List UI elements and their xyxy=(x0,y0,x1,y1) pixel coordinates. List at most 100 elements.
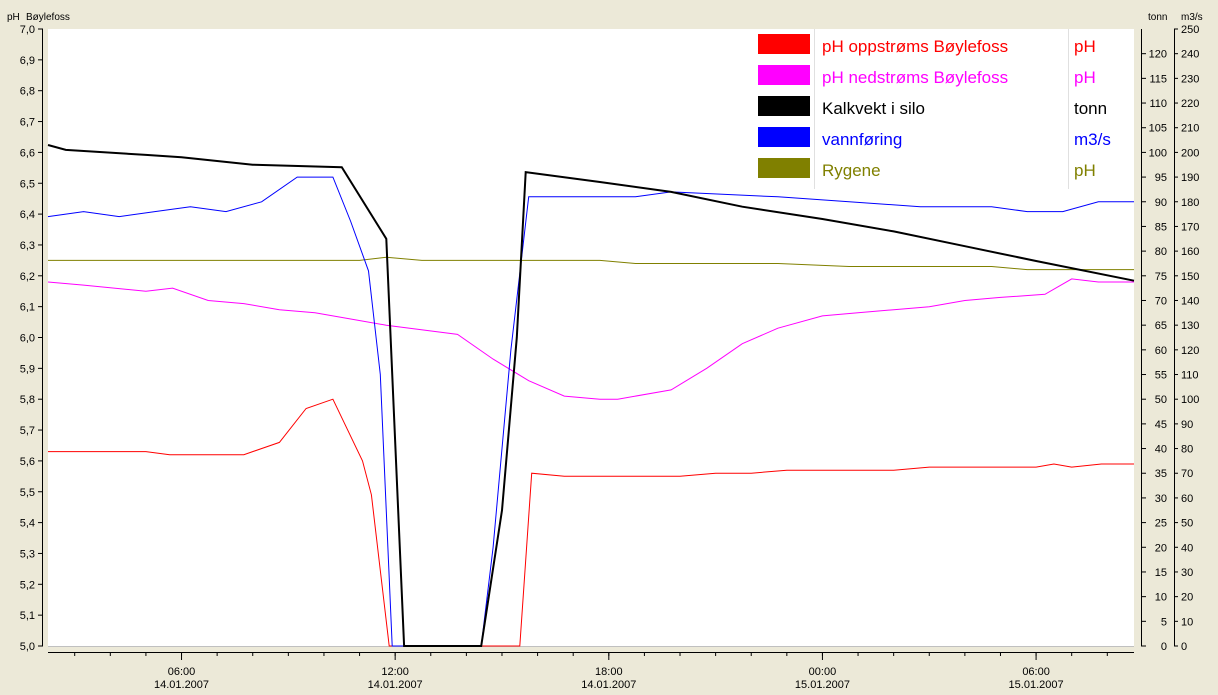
right-axis-m3s-tick-label: 200 xyxy=(1181,147,1199,159)
legend-unit-1: pH xyxy=(1074,37,1096,56)
right-axis-tonn-tick-label: 75 xyxy=(1155,271,1167,283)
right-axis-unit-tonn: tonn xyxy=(1148,12,1167,23)
left-axis-tick-label: 5,5 xyxy=(20,487,35,499)
legend-unit-4: m3/s xyxy=(1074,130,1111,149)
right-axis-m3s-tick-label: 0 xyxy=(1181,641,1187,653)
right-axis-tonn-tick-label: 65 xyxy=(1155,320,1167,332)
x-axis-tick-time: 18:00 xyxy=(595,666,623,678)
right-axis-m3s-tick-label: 80 xyxy=(1181,444,1193,456)
right-axis-m3s-tick-label: 50 xyxy=(1181,518,1193,530)
legend-box xyxy=(754,29,1134,189)
left-axis-tick-label: 5,0 xyxy=(20,641,35,653)
legend: pH oppstrøms Bøylefoss pH pH nedstrøms Bøy… xyxy=(754,29,1134,189)
left-axis-tick-label: 5,6 xyxy=(20,456,35,468)
right-axis-tonn-tick-label: 110 xyxy=(1149,98,1167,110)
x-axis: 06:0014.01.200712:0014.01.200718:0014.01… xyxy=(48,652,1134,691)
right-axis-tonn-tick-label: 85 xyxy=(1155,221,1167,233)
left-axis-tick-label: 6,0 xyxy=(20,333,35,345)
right-axis-tonn-tick-label: 50 xyxy=(1155,394,1167,406)
legend-unit-3: tonn xyxy=(1074,99,1107,118)
legend-label-5: Rygene xyxy=(822,161,881,180)
left-axis-tick-label: 5,1 xyxy=(20,610,35,622)
left-axis-tick-label: 6,1 xyxy=(20,302,35,314)
left-axis-tick-label: 5,2 xyxy=(20,579,35,591)
right-axis-tonn: 0 5 10 15 20 25 30 35 40 45 50 55 60 65 70 75 80 85 90 95 10… xyxy=(1141,29,1167,653)
right-axis-tonn-tick-label: 15 xyxy=(1155,567,1167,579)
right-axis-tonn-tick-label: 5 xyxy=(1161,616,1167,628)
right-axis-tonn-tick-label: 120 xyxy=(1149,49,1167,61)
left-axis-tick-label: 6,2 xyxy=(20,271,35,283)
right-axis-m3s: 0 10 20 30 40 50 60 70 80 90 100 110 120 130 140 150 160… xyxy=(1174,24,1199,653)
right-axis-m3s-tick-label: 210 xyxy=(1181,123,1199,135)
right-axis-tonn-tick-label: 55 xyxy=(1155,370,1167,382)
right-axis-tonn-tick-label: 35 xyxy=(1155,468,1167,480)
left-axis: 5,0 5,1 5,2 5,3 5,4 5,5 5,6 5,7 5,8 5,9 6,0 6,1 6,2 6… xyxy=(20,24,43,653)
left-axis-tick-label: 6,5 xyxy=(20,178,35,190)
right-axis-tonn-tick-label: 70 xyxy=(1155,295,1167,307)
x-axis-tick-date: 14.01.2007 xyxy=(581,679,636,691)
right-axis-m3s-tick-label: 170 xyxy=(1181,221,1199,233)
right-axis-m3s-tick-label: 150 xyxy=(1181,271,1199,283)
right-axis-tonn-tick-label: 95 xyxy=(1155,172,1167,184)
legend-swatch-4 xyxy=(758,127,810,147)
x-axis-tick-date: 15.01.2007 xyxy=(1009,679,1064,691)
series-line-1 xyxy=(48,398,1134,647)
right-axis-m3s-tick-label: 110 xyxy=(1181,370,1199,382)
x-axis-tick-date: 14.01.2007 xyxy=(154,679,209,691)
right-axis-m3s-tick-label: 90 xyxy=(1181,419,1193,431)
series-line-3 xyxy=(47,144,1135,647)
legend-label-3: Kalkvekt i silo xyxy=(822,99,925,118)
left-axis-tick-label: 6,9 xyxy=(20,55,35,67)
right-axis-m3s-tick-label: 230 xyxy=(1181,73,1199,85)
left-axis-tick-label: 7,0 xyxy=(20,24,35,36)
right-axis-m3s-tick-label: 180 xyxy=(1181,197,1199,209)
right-axis-m3s-tick-label: 30 xyxy=(1181,567,1193,579)
legend-label-4: vannføring xyxy=(822,130,902,149)
right-axis-tonn-tick-label: 30 xyxy=(1155,493,1167,505)
right-axis-m3s-tick-label: 120 xyxy=(1181,345,1199,357)
series-line-2 xyxy=(47,278,1134,400)
right-axis-tonn-tick-label: 105 xyxy=(1149,123,1167,135)
series-lines xyxy=(47,144,1135,647)
right-axis-m3s-tick-label: 70 xyxy=(1181,468,1193,480)
left-axis-tick-label: 6,4 xyxy=(20,209,35,221)
left-axis-tick-label: 6,3 xyxy=(20,240,35,252)
right-axis-tonn-tick-label: 90 xyxy=(1155,197,1167,209)
legend-swatch-1 xyxy=(758,34,810,54)
right-axis-m3s-tick-label: 40 xyxy=(1181,542,1193,554)
left-axis-tick-label: 6,7 xyxy=(20,117,35,129)
left-axis-tick-label: 5,7 xyxy=(20,425,35,437)
right-axis-m3s-tick-label: 240 xyxy=(1181,49,1199,61)
right-axis-unit-m3s: m3/s xyxy=(1181,12,1203,23)
right-axis-m3s-tick-label: 20 xyxy=(1181,592,1193,604)
right-axis-m3s-tick-label: 160 xyxy=(1181,246,1199,258)
right-axis-m3s-tick-label: 220 xyxy=(1181,98,1199,110)
x-axis-tick-time: 06:00 xyxy=(168,666,196,678)
legend-unit-5: pH xyxy=(1074,161,1096,180)
left-axis-tick-label: 6,6 xyxy=(20,147,35,159)
right-axis-tonn-tick-label: 60 xyxy=(1155,345,1167,357)
x-axis-tick-time: 12:00 xyxy=(381,666,409,678)
chart-station-title: Bøylefoss xyxy=(26,12,70,23)
legend-swatch-5 xyxy=(758,158,810,178)
left-axis-unit: pH xyxy=(7,12,20,23)
right-axis-tonn-tick-label: 100 xyxy=(1149,147,1167,159)
legend-label-2: pH nedstrøms Bøylefoss xyxy=(822,68,1008,87)
legend-label-1: pH oppstrøms Bøylefoss xyxy=(822,37,1008,56)
right-axis-tonn-tick-label: 40 xyxy=(1155,444,1167,456)
x-axis-tick-time: 00:00 xyxy=(809,666,837,678)
series-line-5 xyxy=(48,256,1134,271)
legend-swatch-2 xyxy=(758,65,810,85)
right-axis-tonn-tick-label: 20 xyxy=(1155,542,1167,554)
left-axis-tick-label: 5,9 xyxy=(20,363,35,375)
x-axis-tick-time: 06:00 xyxy=(1022,666,1050,678)
right-axis-m3s-tick-label: 60 xyxy=(1181,493,1193,505)
right-axis-tonn-tick-label: 80 xyxy=(1155,246,1167,258)
left-axis-tick-label: 6,8 xyxy=(20,86,35,98)
x-axis-tick-date: 15.01.2007 xyxy=(795,679,850,691)
left-axis-tick-label: 5,3 xyxy=(20,548,35,560)
right-axis-m3s-tick-label: 130 xyxy=(1181,320,1199,332)
right-axis-m3s-tick-label: 250 xyxy=(1181,24,1199,36)
left-axis-tick-label: 5,4 xyxy=(20,518,35,530)
right-axis-tonn-tick-label: 45 xyxy=(1155,419,1167,431)
